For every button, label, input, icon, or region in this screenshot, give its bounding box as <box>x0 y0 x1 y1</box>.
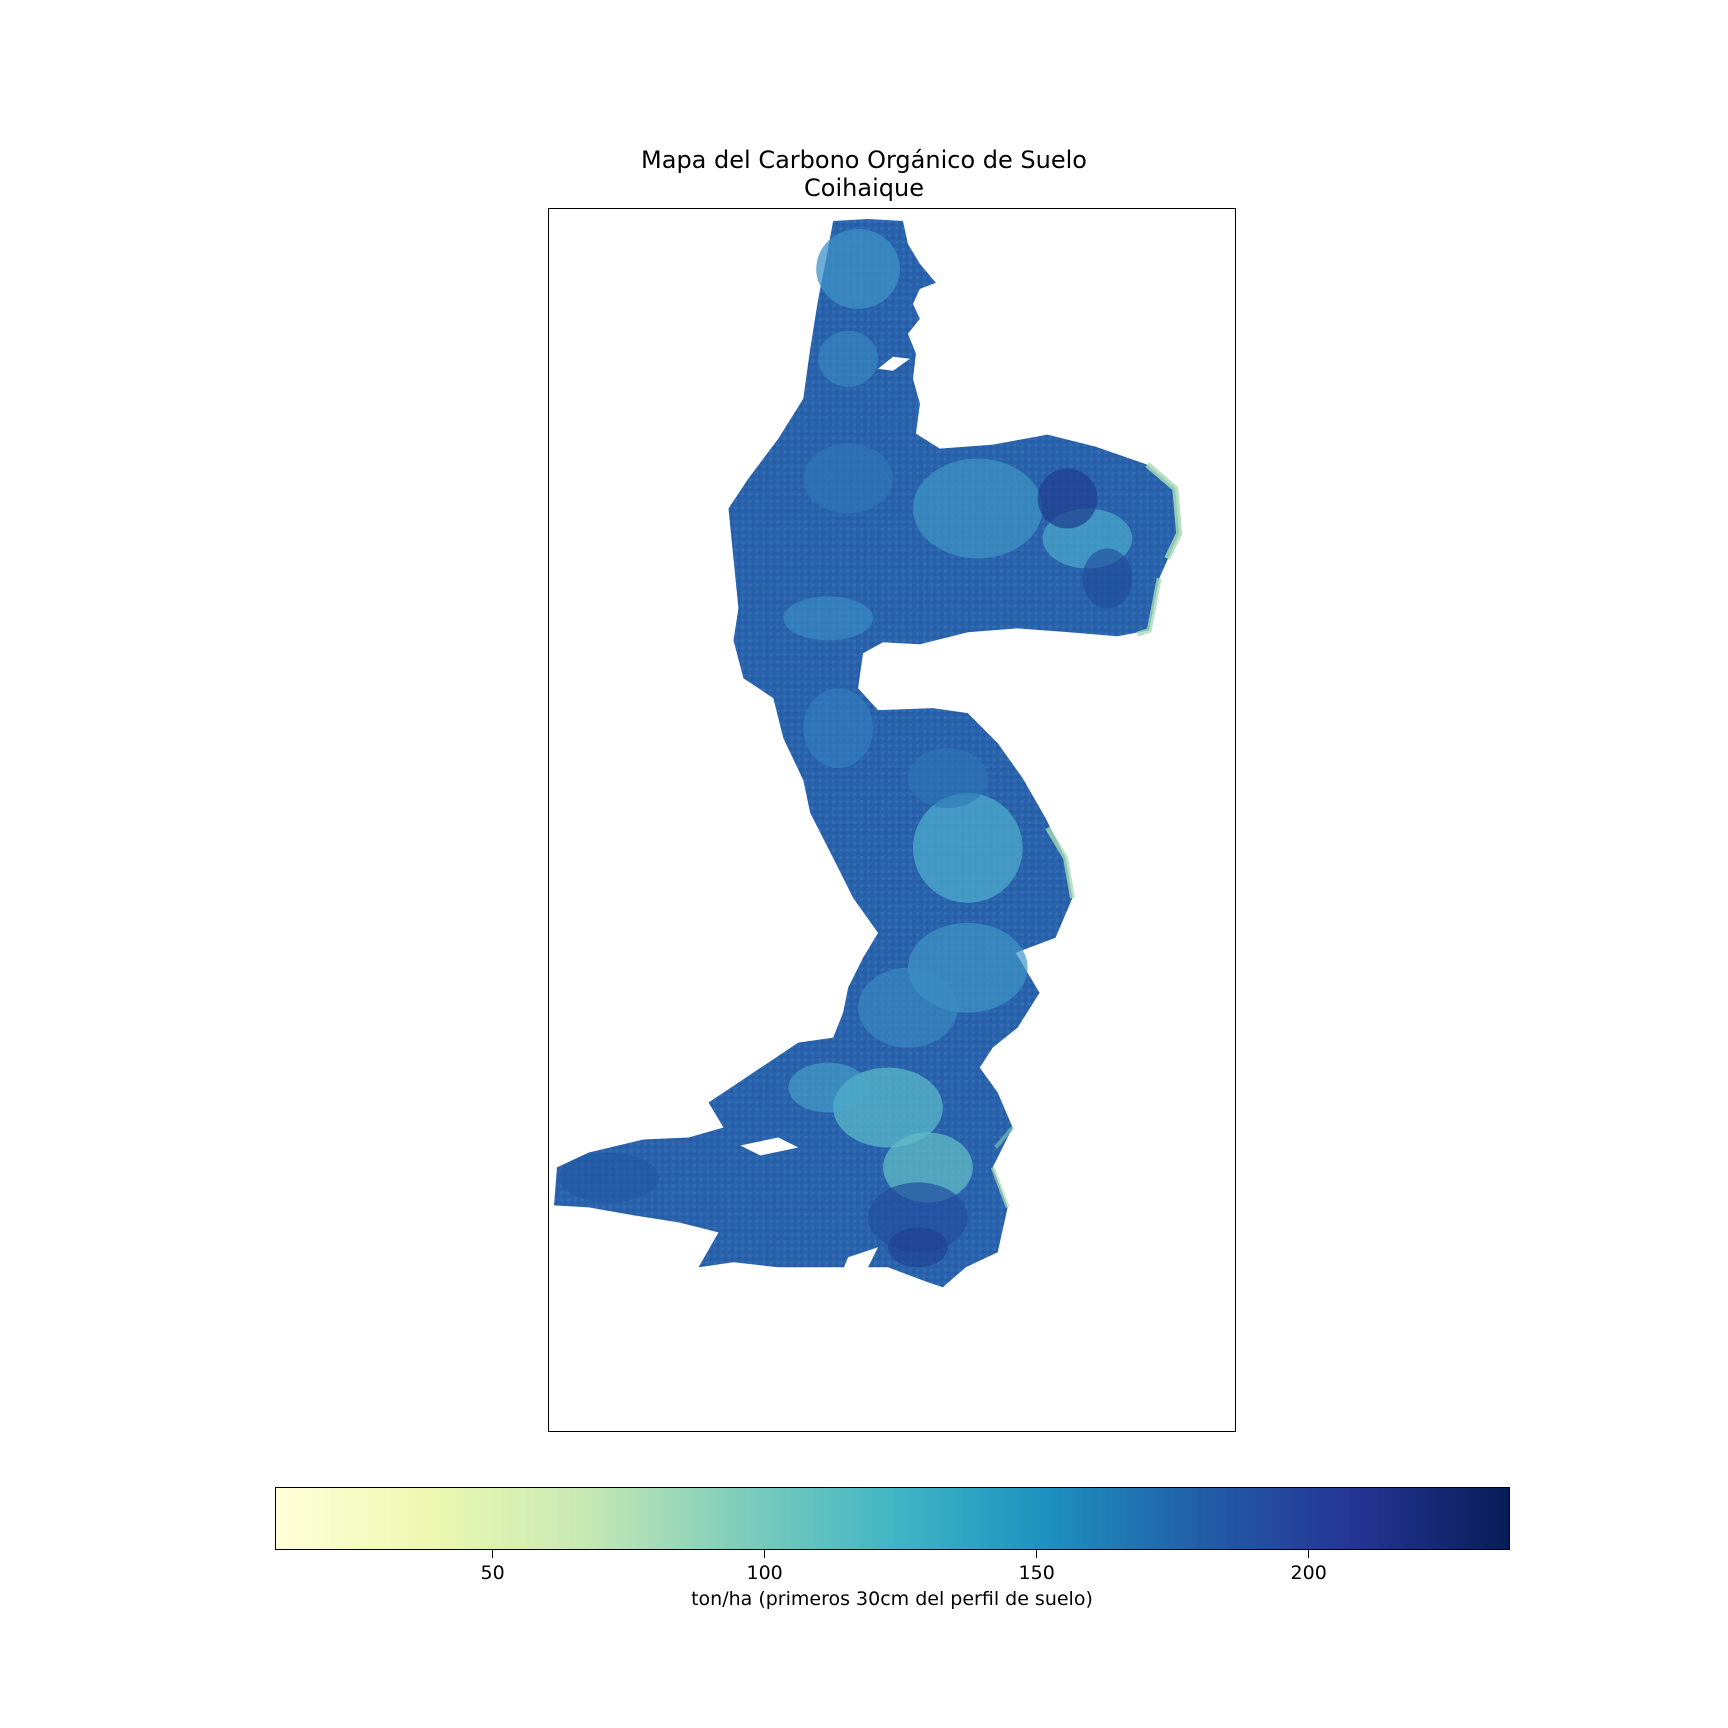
map-panel <box>548 208 1236 1432</box>
soil-carbon-raster <box>553 218 1183 1288</box>
colorbar-tick <box>1307 1550 1310 1558</box>
colorbar-tick <box>763 1550 766 1558</box>
map-subtitle: Coihaique <box>804 174 924 202</box>
colorbar-tick-label: 150 <box>1018 1562 1055 1584</box>
colorbar-tick-label: 50 <box>480 1562 505 1584</box>
colorbar-tick-label: 200 <box>1290 1562 1327 1584</box>
region-coihaique-shape <box>553 218 1183 1288</box>
colorbar-tick-label: 100 <box>746 1562 783 1584</box>
map-title: Mapa del Carbono Orgánico de Suelo <box>641 146 1087 174</box>
colorbar <box>275 1487 1510 1550</box>
colorbar-tick <box>1035 1550 1038 1558</box>
colorbar-tick <box>491 1550 494 1558</box>
colorbar-label: ton/ha (primeros 30cm del perfil de suel… <box>691 1588 1093 1610</box>
